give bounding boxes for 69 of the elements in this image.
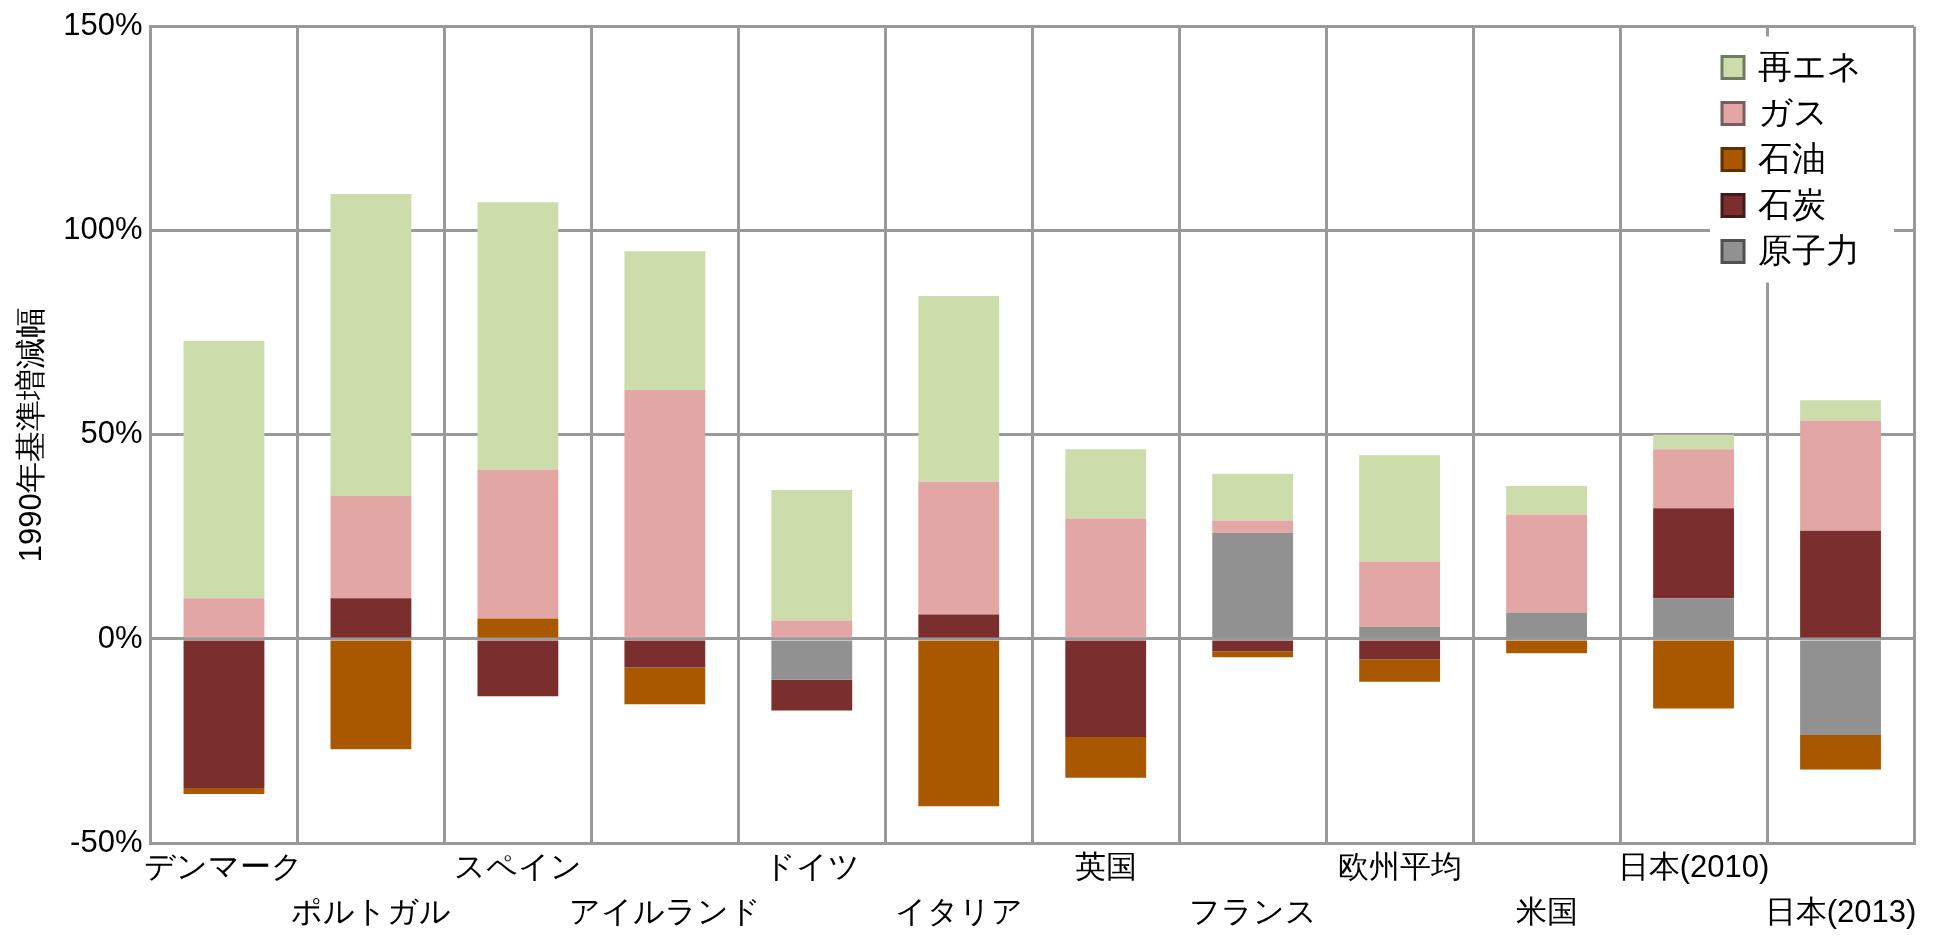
bar [918,614,1000,638]
x-tick-label: 米国 [1515,894,1578,930]
bar [477,618,559,638]
bar [624,667,706,705]
bar [1653,508,1734,599]
x-tick-label: スペイン [453,849,582,885]
bar [1359,455,1441,562]
bar [624,251,706,390]
bar [1065,518,1147,638]
bar [918,481,1000,615]
bar [330,598,412,638]
legend-label: 原子力 [1758,230,1860,269]
bar [477,640,559,697]
bar [330,193,412,497]
bar [1065,640,1147,737]
bar [1506,514,1588,613]
x-tick-label: ポルトガル [290,894,451,930]
bar [624,640,706,668]
y-tick-label: 100% [63,211,143,247]
legend-label: 石油 [1758,138,1826,177]
x-tick-label: ドイツ [763,849,860,885]
x-tick-label: 欧州平均 [1337,849,1462,885]
bar [1065,449,1147,519]
x-tick-label: デンマーク [144,849,304,885]
bar [330,496,412,599]
bar [1800,400,1881,421]
bar [1212,473,1294,521]
x-tick-label: 日本(2010) [1617,849,1770,885]
bar [1506,640,1588,654]
bar [1359,659,1441,682]
bar [183,640,265,788]
y-tick-label: 0% [97,619,143,655]
x-tick-label: イタリア [894,894,1023,930]
legend-label: 再エネ [1758,46,1862,85]
x-tick-label: 英国 [1074,849,1137,885]
bar [1800,530,1881,638]
bar [1212,520,1294,533]
x-tick-label: フランス [1188,894,1317,930]
bar [1212,640,1294,652]
legend-label: ガス [1758,92,1828,131]
bar [1212,651,1294,658]
bar [918,296,1000,482]
bar [1800,734,1881,770]
bar [771,489,853,621]
bar [477,202,559,470]
bar [183,340,265,599]
bar [918,640,1000,807]
bar [183,787,265,795]
x-tick-label: アイルランド [568,894,761,930]
bar [771,679,853,711]
bar [477,469,559,619]
y-tick-label: 150% [63,7,143,43]
bar [1653,434,1734,450]
y-axis-title: 1990年基準増減幅 [13,307,49,563]
bar [1065,736,1147,778]
bar [1800,420,1881,531]
bar [330,640,412,750]
bar [183,598,265,638]
bar [624,389,706,638]
bar [1653,640,1734,709]
bar [771,620,853,638]
bar [1506,485,1588,515]
bar [1359,561,1441,627]
x-tick-label: 日本(2013) [1764,894,1917,930]
legend-label: 石炭 [1758,184,1826,223]
bar [1359,640,1441,660]
y-tick-label: -50% [70,823,143,859]
y-tick-label: 50% [80,415,143,451]
bar [1653,449,1734,509]
